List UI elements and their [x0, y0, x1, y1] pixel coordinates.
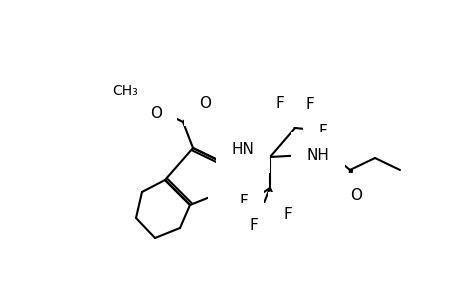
Text: F: F — [249, 218, 258, 233]
Text: S: S — [223, 188, 232, 202]
Text: F: F — [305, 97, 313, 112]
Text: F: F — [275, 95, 284, 110]
Text: O: O — [349, 188, 361, 203]
Text: F: F — [283, 208, 292, 223]
Text: F: F — [318, 124, 327, 140]
Text: O: O — [199, 95, 211, 110]
Text: F: F — [239, 194, 248, 209]
Text: NH: NH — [306, 148, 329, 163]
Text: HN: HN — [231, 142, 254, 158]
Text: CH₃: CH₃ — [112, 84, 138, 98]
Text: O: O — [150, 106, 162, 122]
